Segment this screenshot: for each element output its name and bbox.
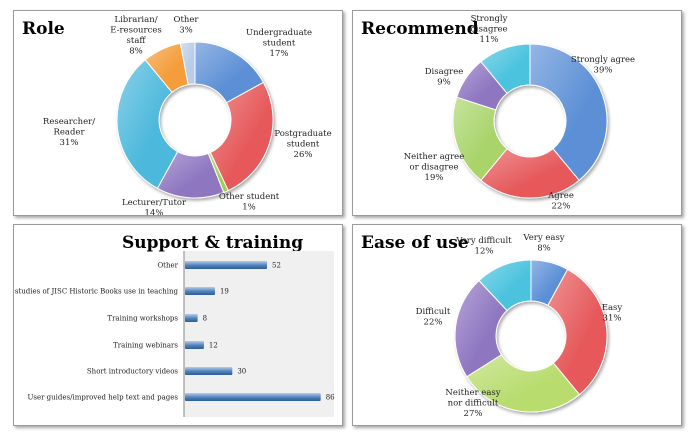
recommend-label-neither-agree-or-disagree: Neither agree or disagree 19% bbox=[404, 152, 465, 183]
role-label-postgraduate-student: Postgraduate student 26% bbox=[274, 129, 331, 160]
recommend-chart-title: Recommend bbox=[361, 19, 479, 39]
support-value-training-workshops: 8 bbox=[203, 315, 207, 323]
support-category-short-introductory-videos: Short introductory videos bbox=[87, 368, 179, 376]
support-bar-training-webinars bbox=[185, 341, 204, 349]
recommend-label-agree: Agree 22% bbox=[547, 191, 574, 212]
role-doughnut-chart: Undergraduate student 17% Postgraduate stude… bbox=[43, 15, 332, 215]
support-value-short-introductory-videos: 30 bbox=[237, 368, 246, 376]
recommend-label-strongly-agree: Strongly agree 39% bbox=[571, 55, 635, 76]
support-value-training-webinars: 12 bbox=[209, 342, 218, 350]
support-plot-area bbox=[184, 251, 334, 417]
role-label-other: Other 3% bbox=[174, 15, 200, 36]
support-chart-panel: Support & training 52 Other 19 Case studies… bbox=[13, 224, 343, 426]
support-value-case-studies-of-jisc-historic-books-use-in-teaching: 19 bbox=[220, 288, 229, 296]
support-value-other: 52 bbox=[272, 262, 281, 270]
support-bar-chart: 52 Other 19 Case studies of JISC Historic B… bbox=[14, 251, 335, 417]
role-slices bbox=[116, 41, 274, 199]
recommend-label-strongly-disagree: Strongly disagree 11% bbox=[470, 14, 507, 45]
ease-chart-title: Ease of use bbox=[361, 233, 469, 253]
support-category-training-workshops: Training workshops bbox=[107, 315, 178, 323]
role-label-researcher-reader: Researcher/Reader 31% bbox=[43, 117, 95, 148]
support-category-training-webinars: Training webinars bbox=[113, 342, 178, 350]
support-category-other: Other bbox=[157, 262, 178, 270]
support-bar-other bbox=[185, 261, 268, 269]
ease-doughnut-chart: Very easy 8% Easy 31% Neither easy nor diffic… bbox=[416, 233, 623, 419]
recommend-slices bbox=[452, 43, 608, 199]
role-chart-panel: Role Undergraduate student 17% Postgraduate… bbox=[13, 10, 343, 216]
role-label-librarian-e-resources-staff: Librarian/E-resources staff 8% bbox=[110, 15, 162, 57]
role-label-lecturer-tutor: Lecturer/Tutor 14% bbox=[122, 198, 187, 215]
ease-label-neither-easy-nor-difficult: Neither easy nor difficult 27% bbox=[445, 388, 500, 419]
ease-label-difficult: Difficult 22% bbox=[416, 307, 451, 328]
support-bar-user-guides-improved-help-text-and-pages bbox=[185, 393, 321, 401]
support-category-case-studies-of-jisc-historic-books-use-in-teaching: Case studies of JISC Historic Books use … bbox=[14, 288, 179, 296]
role-label-undergraduate-student: Undergraduate student 17% bbox=[246, 28, 312, 59]
recommend-chart-panel: Recommend Strongly agree 39% Agree 22% Neith… bbox=[352, 10, 682, 216]
ease-label-very-difficult: Very difficult 12% bbox=[455, 236, 512, 257]
role-label-other-student: Other student 1% bbox=[219, 192, 280, 213]
support-chart-title: Support & training bbox=[122, 233, 304, 253]
ease-chart-panel: Ease of use Very easy 8% Easy 31% Neither ea… bbox=[352, 224, 682, 426]
support-bar-case-studies-of-jisc-historic-books-use-in-teaching bbox=[185, 287, 215, 295]
support-category-user-guides-improved-help-text-and-pages: User guides/improved help text and pages bbox=[27, 394, 178, 402]
ease-label-easy: Easy 31% bbox=[602, 303, 623, 324]
ease-label-very-easy: Very easy 8% bbox=[522, 233, 564, 254]
support-bar-short-introductory-videos bbox=[185, 367, 233, 375]
support-bar-training-workshops bbox=[185, 314, 198, 322]
recommend-label-disagree: Disagree 9% bbox=[425, 67, 464, 88]
recommend-doughnut-chart: Strongly agree 39% Agree 22% Neither agree or… bbox=[404, 14, 635, 212]
role-chart-title: Role bbox=[22, 19, 65, 39]
support-value-user-guides-improved-help-text-and-pages: 86 bbox=[326, 394, 335, 402]
